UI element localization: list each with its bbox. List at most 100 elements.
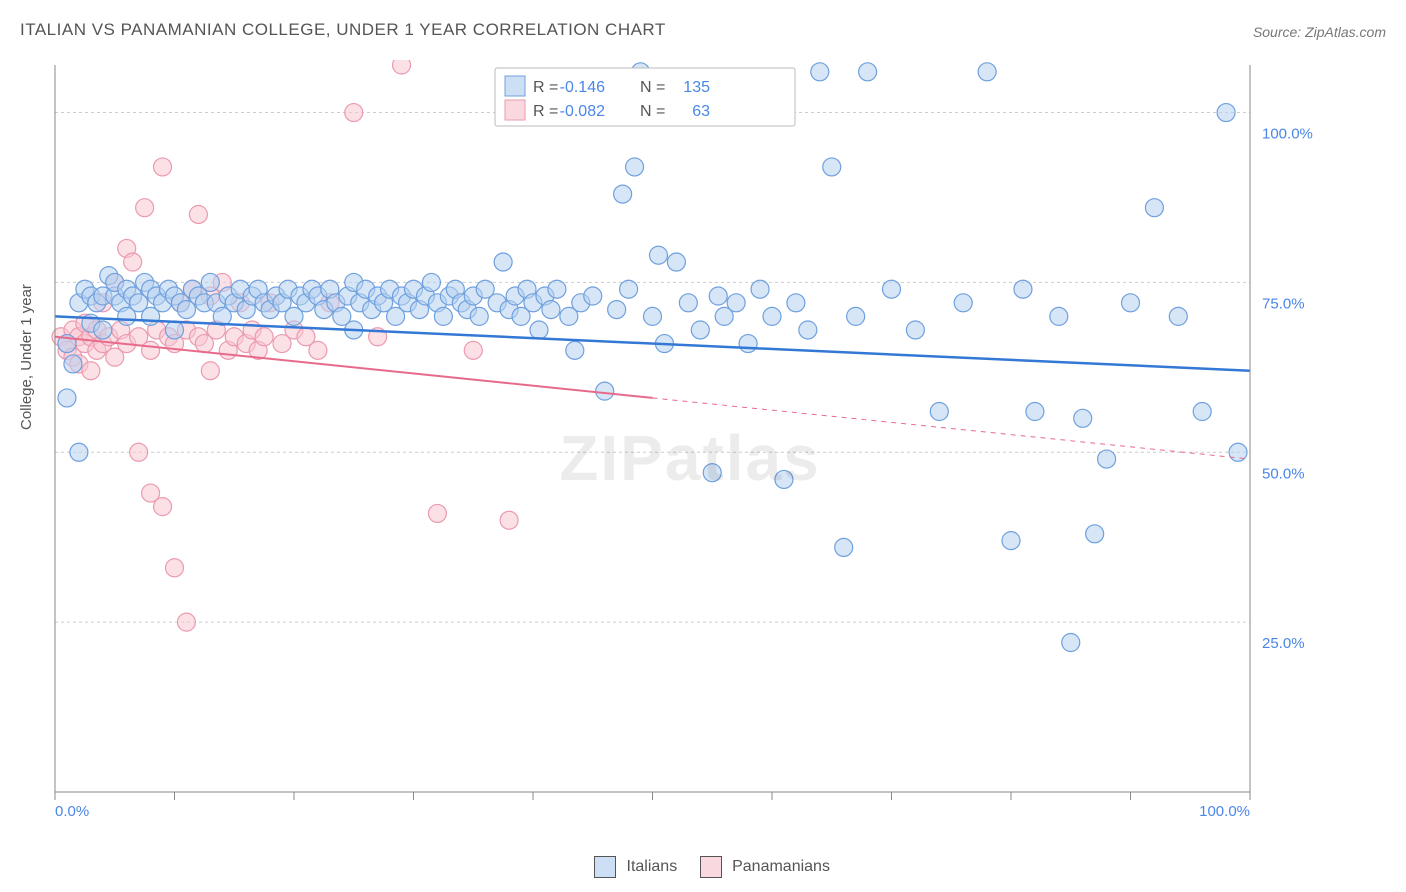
x-tick-left: 0.0% [55, 803, 89, 820]
data-point [626, 158, 644, 176]
data-point [201, 273, 219, 291]
data-point [1050, 307, 1068, 325]
y-tick-label: 25.0% [1262, 635, 1305, 652]
data-point [566, 341, 584, 359]
data-point [434, 307, 452, 325]
data-point [124, 253, 142, 271]
data-point [166, 321, 184, 339]
data-point [1122, 294, 1140, 312]
data-point [739, 335, 757, 353]
legend-swatch-panamanians-bottom [700, 856, 722, 878]
data-point [94, 321, 112, 339]
data-point [428, 504, 446, 522]
legend-label-panamanians: Panamanians [732, 858, 830, 875]
chart-plot-area: 25.0% 50.0% 75.0% 100.0% ZIPatlas 0.0% 100.0… [50, 60, 1330, 820]
data-point [978, 63, 996, 81]
data-point [548, 280, 566, 298]
data-point [542, 301, 560, 319]
y-tick-label: 75.0% [1262, 295, 1305, 312]
data-point [1169, 307, 1187, 325]
chart-title: ITALIAN VS PANAMANIAN COLLEGE, UNDER 1 Y… [20, 20, 666, 40]
legend-n-panamanians: 63 [692, 103, 710, 120]
svg-text:N =: N = [640, 103, 665, 120]
data-point [679, 294, 697, 312]
data-point [82, 362, 100, 380]
legend-r-italians: -0.146 [560, 79, 605, 96]
data-point [883, 280, 901, 298]
data-point [644, 307, 662, 325]
watermark-text: ZIPatlas [559, 422, 820, 494]
data-point [1217, 104, 1235, 122]
data-point [667, 253, 685, 271]
legend-swatch-italians-bottom [594, 856, 616, 878]
data-point [584, 287, 602, 305]
data-point [787, 294, 805, 312]
legend-r-label: R = [533, 79, 558, 96]
data-point [1074, 409, 1092, 427]
data-point [847, 307, 865, 325]
series-legend: Italians Panamanians [0, 856, 1406, 878]
data-point [614, 185, 632, 203]
data-point [859, 63, 877, 81]
data-point [422, 273, 440, 291]
data-point [530, 321, 548, 339]
data-point [130, 443, 148, 461]
data-point [494, 253, 512, 271]
data-point [64, 355, 82, 373]
data-point [154, 498, 172, 516]
svg-text:R =: R = [533, 103, 558, 120]
data-point [1193, 403, 1211, 421]
y-axis-label: College, Under 1 year [18, 284, 35, 430]
data-point [189, 205, 207, 223]
data-point [500, 511, 518, 529]
legend-swatch-panamanians [505, 100, 525, 120]
data-point [1145, 199, 1163, 217]
data-point [620, 280, 638, 298]
data-point [309, 341, 327, 359]
data-point [464, 341, 482, 359]
trend-line-panamanians [55, 337, 653, 398]
y-tick-label: 100.0% [1262, 126, 1313, 143]
data-point [166, 559, 184, 577]
correlation-legend: R = -0.146 N = 135 R = -0.082 N = 63 [495, 68, 795, 126]
data-point [835, 538, 853, 556]
data-point [1002, 532, 1020, 550]
data-point [255, 328, 273, 346]
data-point [345, 104, 363, 122]
x-tick-right: 100.0% [1199, 803, 1250, 820]
data-point [709, 287, 727, 305]
data-point [691, 321, 709, 339]
legend-n-italians: 135 [683, 79, 710, 96]
data-point [763, 307, 781, 325]
data-point [954, 294, 972, 312]
data-point [136, 199, 154, 217]
data-point [751, 280, 769, 298]
legend-swatch-italians [505, 76, 525, 96]
data-point [1086, 525, 1104, 543]
y-tick-label: 50.0% [1262, 465, 1305, 482]
data-point [70, 443, 88, 461]
data-point [393, 60, 411, 74]
data-point [799, 321, 817, 339]
data-point [1026, 403, 1044, 421]
legend-n-label: N = [640, 79, 665, 96]
data-point [470, 307, 488, 325]
source-attribution: Source: ZipAtlas.com [1253, 24, 1386, 40]
data-point [177, 613, 195, 631]
data-point [58, 389, 76, 407]
data-point [811, 63, 829, 81]
data-point [906, 321, 924, 339]
legend-label-italians: Italians [627, 858, 678, 875]
data-point [1098, 450, 1116, 468]
data-point [1014, 280, 1032, 298]
data-point [608, 301, 626, 319]
data-point [649, 246, 667, 264]
data-point [930, 403, 948, 421]
data-point [1062, 634, 1080, 652]
data-point [596, 382, 614, 400]
legend-r-panamanians: -0.082 [560, 103, 605, 120]
data-point [727, 294, 745, 312]
chart-svg: 25.0% 50.0% 75.0% 100.0% ZIPatlas 0.0% 100.0… [50, 60, 1330, 820]
data-point [201, 362, 219, 380]
data-point [142, 341, 160, 359]
